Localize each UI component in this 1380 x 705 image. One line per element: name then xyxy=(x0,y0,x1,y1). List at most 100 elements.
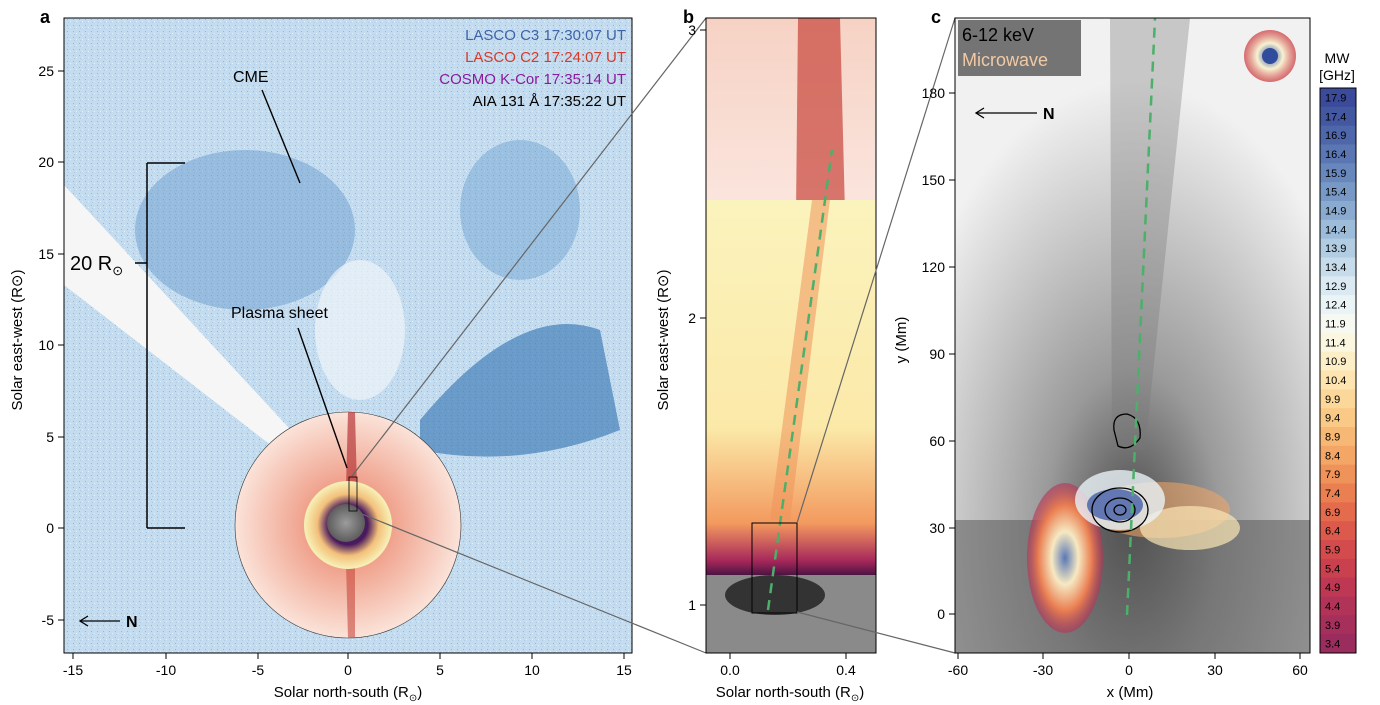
svg-text:0.4: 0.4 xyxy=(836,662,856,678)
colorbar-swatch xyxy=(1320,351,1356,371)
legend-kcor: COSMO K-Cor 17:35:14 UT xyxy=(439,71,626,88)
colorbar-unit: [GHz] xyxy=(1319,67,1355,83)
hxr-contour-upper xyxy=(1113,413,1141,449)
svg-text:0.0: 0.0 xyxy=(720,662,740,678)
zoom-box-a xyxy=(348,476,358,512)
svg-text:10: 10 xyxy=(38,337,54,353)
svg-text:60: 60 xyxy=(1292,662,1308,678)
north-label-c: N xyxy=(1043,106,1055,123)
colorbar-swatch xyxy=(1320,144,1356,164)
colorbar-label: 12.9 xyxy=(1325,281,1346,293)
colorbar-label: 11.9 xyxy=(1325,319,1346,331)
svg-text:-15: -15 xyxy=(63,662,83,678)
colorbar-label: 6.4 xyxy=(1325,526,1340,538)
zoom-box-b xyxy=(751,522,798,614)
colorbar-swatch xyxy=(1320,276,1356,296)
svg-text:30: 30 xyxy=(929,520,945,536)
colorbar-swatch xyxy=(1320,408,1356,428)
sheet-axis-b xyxy=(766,149,834,611)
colorbar-swatch xyxy=(1320,370,1356,390)
panel-b-xticks: 0.0 0.4 xyxy=(720,653,856,678)
c2-strip-streamer xyxy=(796,18,845,213)
svg-text:15: 15 xyxy=(616,662,632,678)
kcor-sheet xyxy=(770,200,830,520)
colorbar-swatch xyxy=(1320,596,1356,616)
colorbar-swatch xyxy=(1320,314,1356,334)
svg-text:5: 5 xyxy=(436,662,444,678)
colorbar-label: 12.4 xyxy=(1325,300,1346,312)
colorbar-label: 14.4 xyxy=(1325,224,1346,236)
panel-c-ylabel: y (Mm) xyxy=(893,317,910,364)
cme-flank xyxy=(460,140,580,280)
colorbar-swatch xyxy=(1320,125,1356,145)
svg-text:-60: -60 xyxy=(948,662,968,678)
svg-text:-30: -30 xyxy=(1033,662,1053,678)
colorbar-frame xyxy=(1319,87,1357,654)
panel-b-letter: b xyxy=(683,7,694,27)
panel-a-letter: a xyxy=(40,7,51,27)
colorbar: 17.9 17.4 16.9 16.4 15.9 15.4 14.9 14.4 13.9 13.4… xyxy=(1320,88,1356,654)
colorbar-swatch xyxy=(1320,634,1356,654)
svg-text:120: 120 xyxy=(922,259,946,275)
colorbar-label: 4.9 xyxy=(1325,582,1340,594)
colorbar-label: 10.4 xyxy=(1325,375,1346,387)
svg-text:30: 30 xyxy=(1207,662,1223,678)
colorbar-swatch xyxy=(1320,201,1356,221)
colorbar-label: 17.4 xyxy=(1325,111,1346,123)
cme-region xyxy=(135,150,355,310)
colorbar-swatch xyxy=(1320,540,1356,560)
colorbar-label: 8.4 xyxy=(1325,450,1340,462)
svg-text:1: 1 xyxy=(688,597,696,613)
colorbar-swatch xyxy=(1320,295,1356,315)
svg-text:5: 5 xyxy=(46,429,54,445)
colorbar-swatch xyxy=(1320,219,1356,240)
loops-region xyxy=(955,520,1310,653)
svg-text:0: 0 xyxy=(937,606,945,622)
colorbar-label: 7.4 xyxy=(1325,488,1340,500)
svg-text:180: 180 xyxy=(922,85,946,101)
colorbar-label: 8.9 xyxy=(1325,432,1340,444)
legend-microwave: Microwave xyxy=(962,50,1048,70)
svg-text:-5: -5 xyxy=(252,662,265,678)
svg-text:0: 0 xyxy=(1125,662,1133,678)
legend-c3: LASCO C3 17:30:07 UT xyxy=(465,27,626,44)
svg-text:150: 150 xyxy=(922,172,946,188)
plasma-sheet-c xyxy=(1110,18,1190,450)
connector-a-b-top xyxy=(351,17,707,477)
panel-a: a LASCO C3 17:30:07 UT LASCO C2 17:24:07… xyxy=(9,7,633,704)
legend-box-c xyxy=(958,20,1081,76)
microwave-source-core xyxy=(1087,489,1143,521)
svg-text:15: 15 xyxy=(38,246,54,262)
legend-aia: AIA 131 Å 17:35:22 UT xyxy=(473,93,626,110)
colorbar-label: 9.4 xyxy=(1325,413,1340,425)
colorbar-swatch xyxy=(1320,389,1356,409)
colorbar-label: 4.4 xyxy=(1325,601,1340,613)
panel-b-yticks: 1 2 3 xyxy=(688,22,706,613)
legend-hxr: 6-12 keV xyxy=(962,25,1034,45)
colorbar-swatch xyxy=(1320,521,1356,541)
panel-c-letter: c xyxy=(931,7,941,27)
colorbar-label: 16.4 xyxy=(1325,149,1346,161)
colorbar-label: 13.4 xyxy=(1325,262,1346,274)
colorbar-label: 11.4 xyxy=(1325,337,1346,349)
panel-c: c 6-12 keV Microwave N -60 -30 0 30 xyxy=(893,7,1357,701)
svg-text:20: 20 xyxy=(38,154,54,170)
colorbar-title: MW xyxy=(1325,50,1351,66)
c2-strip xyxy=(706,18,876,213)
panel-c-xlabel: x (Mm) xyxy=(1107,684,1154,701)
svg-text:-5: -5 xyxy=(42,612,55,628)
colorbar-label: 9.9 xyxy=(1325,394,1340,406)
colorbar-swatch xyxy=(1320,615,1356,635)
panel-c-yticks: 0 30 60 90 120 150 180 xyxy=(922,85,955,622)
colorbar-swatch xyxy=(1320,558,1356,579)
svg-text:-10: -10 xyxy=(156,662,176,678)
plasma-sheet-label: Plasma sheet xyxy=(231,305,328,322)
colorbar-swatch xyxy=(1320,464,1356,484)
sheet-axis-c xyxy=(1125,17,1157,616)
north-label-a: N xyxy=(126,614,138,631)
colorbar-label: 14.9 xyxy=(1325,206,1346,218)
hxr-contour-outer xyxy=(1091,487,1149,533)
svg-text:90: 90 xyxy=(929,346,945,362)
colorbar-label: 17.9 xyxy=(1325,93,1346,105)
